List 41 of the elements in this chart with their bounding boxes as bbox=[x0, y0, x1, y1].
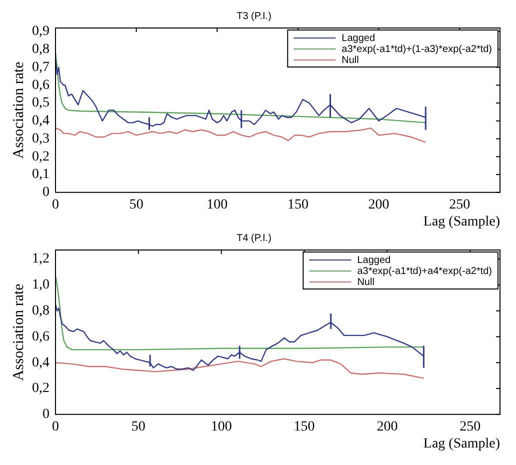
legend-label: a3*exp(-a1*td)+(1-a3)*exp(-a2*td) bbox=[342, 44, 492, 55]
y-axis-title: Association rate bbox=[10, 283, 27, 381]
y-tick-label: 0,6 bbox=[32, 78, 50, 93]
x-tick-label: 50 bbox=[129, 197, 144, 212]
y-tick-label: 0,3 bbox=[32, 131, 50, 146]
y-tick-label: 0,2 bbox=[32, 149, 50, 164]
x-tick-label: 0 bbox=[52, 197, 59, 212]
legend-label: Lagged bbox=[342, 32, 376, 44]
x-tick-label: 100 bbox=[206, 197, 228, 212]
y-tick-label: 0,8 bbox=[32, 304, 50, 319]
x-tick-label: 100 bbox=[210, 419, 232, 434]
x-axis-title: Lag (Sample) bbox=[423, 436, 500, 452]
y-axis-title: Association rate bbox=[10, 61, 27, 159]
x-tick-label: 250 bbox=[449, 197, 470, 212]
legend-label: Null bbox=[342, 54, 359, 66]
y-tick-label: 0,7 bbox=[32, 60, 50, 75]
x-tick-label: 50 bbox=[131, 419, 146, 434]
x-tick-label: 200 bbox=[376, 419, 398, 434]
y-tick-label: 1,0 bbox=[32, 278, 50, 293]
x-tick-label: 250 bbox=[460, 419, 481, 434]
y-tick-label: 1,2 bbox=[32, 252, 50, 267]
y-tick-label: 0 bbox=[42, 185, 50, 200]
legend-label: Lagged bbox=[357, 254, 391, 266]
y-tick-label: 0,4 bbox=[32, 114, 50, 129]
y-tick-label: 0,8 bbox=[32, 42, 50, 58]
y-tick-label: 0,1 bbox=[32, 167, 50, 182]
x-tick-label: 0 bbox=[52, 419, 59, 434]
y-tick-label: 0,4 bbox=[32, 355, 50, 370]
legend-label: a3*exp(-a1*td)+a4*exp(-a2*td) bbox=[357, 266, 492, 277]
chart-title: T3 (P.I.) bbox=[236, 10, 272, 22]
y-tick-label: 0,6 bbox=[32, 329, 50, 344]
y-tick-label: 0,2 bbox=[32, 381, 50, 396]
legend-label: Null bbox=[357, 276, 374, 288]
y-tick-label: 0 bbox=[42, 407, 50, 422]
x-tick-label: 150 bbox=[294, 419, 315, 434]
y-tick-label: 0,5 bbox=[32, 96, 50, 111]
x-tick-label: 150 bbox=[287, 197, 308, 212]
chart-title: T4 (P.I.) bbox=[236, 232, 272, 244]
x-axis-title: Lag (Sample) bbox=[423, 214, 500, 230]
x-tick-label: 200 bbox=[368, 197, 390, 212]
y-tick-label: 0,9 bbox=[32, 24, 50, 40]
